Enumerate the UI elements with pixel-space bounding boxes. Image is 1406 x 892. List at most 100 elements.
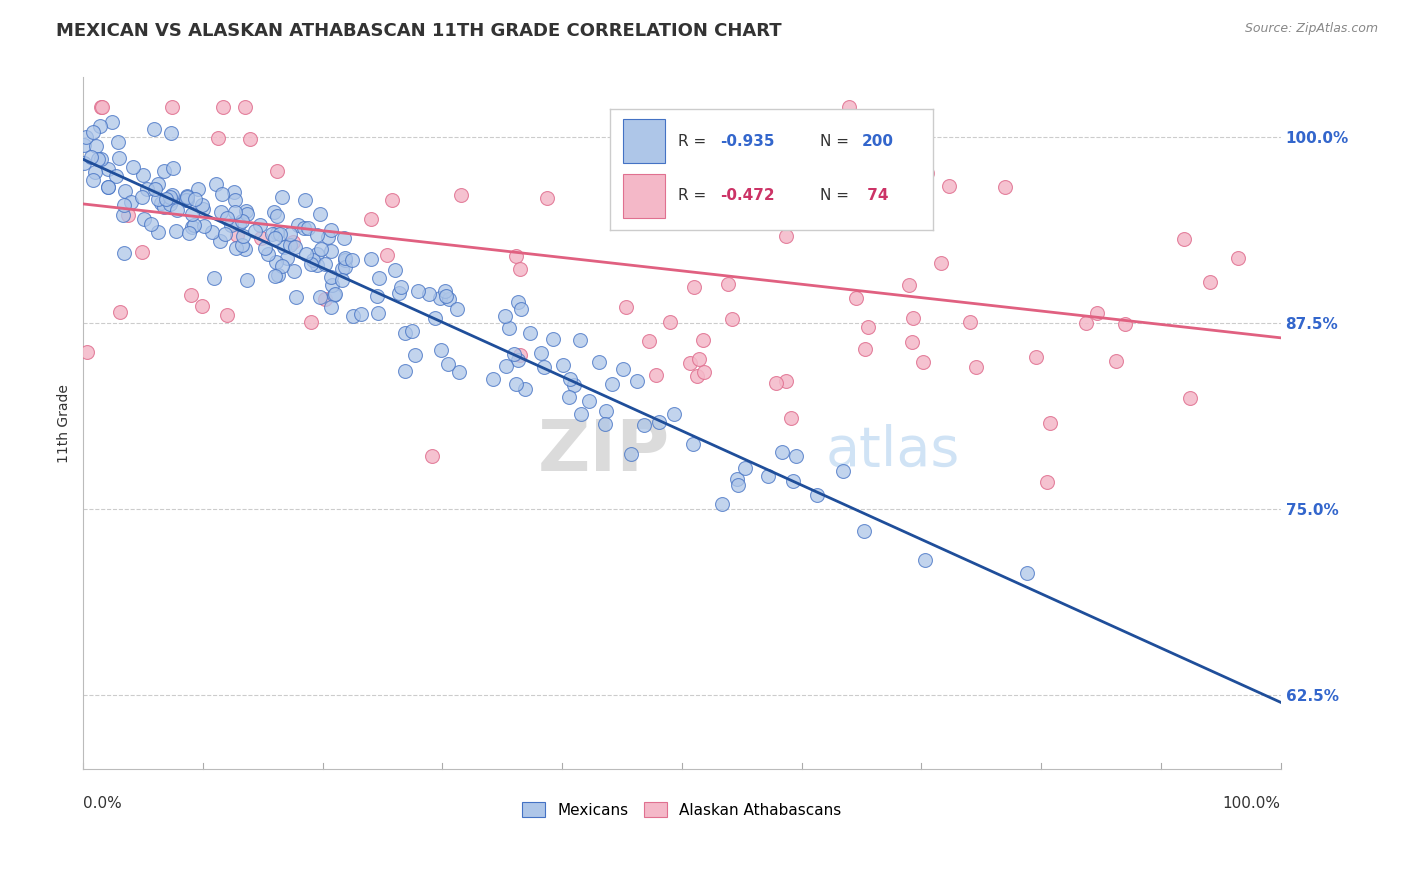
Point xyxy=(114,184,136,198)
Point xyxy=(112,246,135,260)
Point xyxy=(593,417,616,432)
Point xyxy=(112,198,135,212)
Point xyxy=(725,472,748,486)
Point xyxy=(273,239,295,253)
Point xyxy=(717,184,740,198)
Point xyxy=(150,196,173,211)
Point xyxy=(508,295,530,310)
Point xyxy=(226,228,249,243)
Point xyxy=(858,320,880,334)
Point xyxy=(1173,232,1195,246)
Point xyxy=(264,255,287,269)
Point xyxy=(228,217,250,231)
Point xyxy=(211,100,233,114)
Point xyxy=(688,351,710,366)
Text: ZIP: ZIP xyxy=(538,417,671,485)
Point xyxy=(513,382,536,396)
Point xyxy=(505,248,527,262)
Point xyxy=(333,251,356,265)
Point xyxy=(160,126,183,140)
Point xyxy=(683,280,706,294)
Point xyxy=(214,227,236,241)
Text: atlas: atlas xyxy=(825,424,960,478)
Point xyxy=(482,372,505,386)
Point xyxy=(160,187,183,202)
Point xyxy=(231,214,253,228)
Point xyxy=(710,497,733,511)
Point xyxy=(727,478,749,492)
Point xyxy=(314,257,336,271)
Point xyxy=(578,394,600,409)
Point xyxy=(250,231,273,245)
Point xyxy=(243,224,266,238)
Point xyxy=(430,343,453,357)
Point xyxy=(301,253,323,268)
Point xyxy=(311,242,333,256)
Point xyxy=(202,271,225,285)
Point xyxy=(659,315,682,329)
Point xyxy=(217,211,239,226)
Point xyxy=(307,258,329,272)
Point xyxy=(773,153,796,167)
Point xyxy=(509,301,531,316)
Point xyxy=(1038,417,1060,431)
Point xyxy=(131,168,153,182)
Point xyxy=(84,165,107,179)
Point xyxy=(533,360,555,375)
Point xyxy=(612,362,634,376)
Point xyxy=(845,291,868,305)
Point xyxy=(284,240,307,254)
Point xyxy=(271,190,294,204)
Point xyxy=(75,130,97,145)
Point xyxy=(389,280,412,294)
Point xyxy=(266,164,288,178)
Point xyxy=(233,100,256,114)
Point xyxy=(633,418,655,433)
Point xyxy=(233,243,256,257)
Point xyxy=(222,186,245,200)
Point xyxy=(678,356,700,370)
Point xyxy=(184,192,207,206)
Point xyxy=(498,321,520,335)
Point xyxy=(84,138,107,153)
Point xyxy=(1105,353,1128,368)
Point xyxy=(187,181,209,195)
Point xyxy=(120,194,142,209)
Point xyxy=(82,173,104,187)
Point xyxy=(263,205,285,219)
Point xyxy=(153,164,176,178)
Point xyxy=(366,289,388,303)
Point xyxy=(330,261,353,276)
Point xyxy=(831,464,853,478)
Point xyxy=(965,359,987,374)
Point xyxy=(682,436,704,450)
Point xyxy=(330,273,353,287)
Point xyxy=(316,230,339,244)
Point xyxy=(1114,317,1136,331)
Point xyxy=(780,410,803,425)
Point xyxy=(1036,475,1059,489)
Point xyxy=(146,225,169,239)
Point xyxy=(692,333,714,347)
Point xyxy=(87,152,110,166)
Point xyxy=(207,131,229,145)
Point xyxy=(191,299,214,313)
Point xyxy=(236,207,259,221)
Point xyxy=(509,261,531,276)
Point xyxy=(108,151,131,165)
Point xyxy=(322,288,344,302)
Point xyxy=(146,193,169,207)
Point xyxy=(853,342,876,356)
Point xyxy=(231,237,253,252)
Point xyxy=(404,348,426,362)
Point xyxy=(121,160,143,174)
Point xyxy=(418,286,440,301)
Point xyxy=(132,211,155,226)
Point xyxy=(495,359,517,373)
Point xyxy=(1199,276,1222,290)
Point xyxy=(775,374,797,388)
Point xyxy=(278,227,301,241)
Point xyxy=(299,315,322,329)
Point xyxy=(360,212,382,227)
Point xyxy=(253,242,276,256)
